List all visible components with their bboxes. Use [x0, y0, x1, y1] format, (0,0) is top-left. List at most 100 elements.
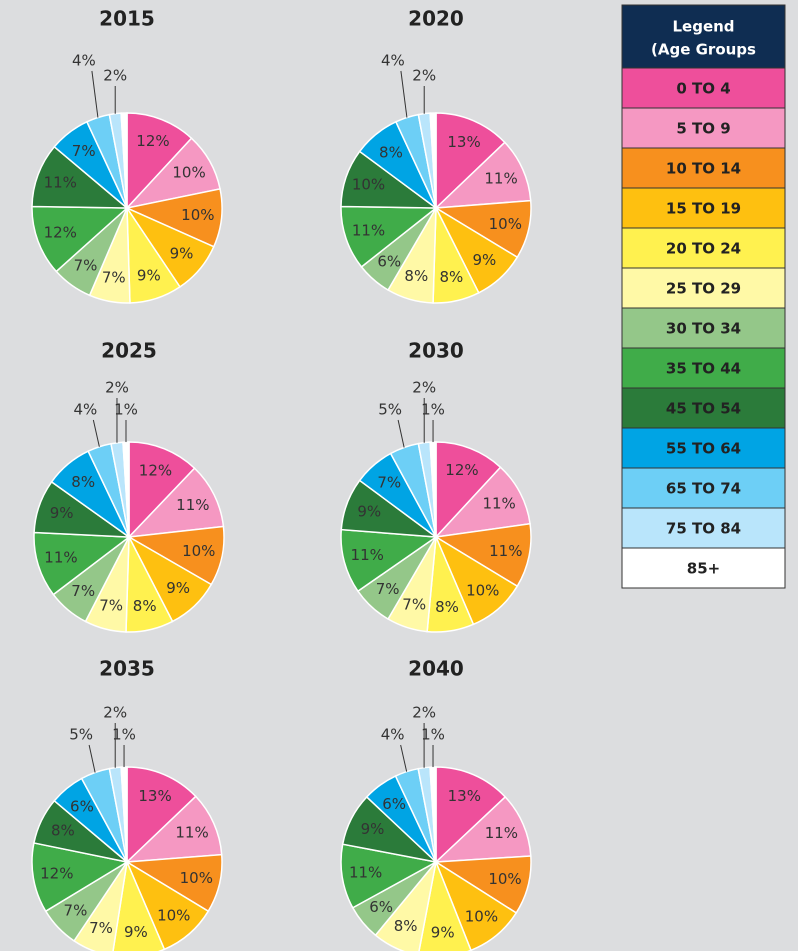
chart-title: 2030 — [408, 339, 464, 363]
pie-slice — [433, 522, 532, 588]
pie-slice — [120, 766, 128, 863]
slice-label: 6% — [382, 795, 406, 813]
legend-swatch — [621, 147, 786, 189]
slice-label: 8% — [133, 597, 157, 615]
legend-swatch — [621, 467, 786, 509]
slice-label: 11% — [484, 169, 517, 187]
slice-label: 12% — [40, 865, 73, 883]
legend-label: 55 TO 64 — [666, 440, 741, 458]
slice-label: 9% — [170, 244, 194, 262]
slice-label: 2% — [105, 379, 129, 397]
slice-label: 12% — [44, 223, 77, 241]
slice-label: 7% — [74, 256, 98, 274]
legend-label: 15 TO 19 — [666, 200, 741, 218]
leader-line — [88, 744, 96, 773]
pie-slice — [435, 766, 507, 864]
slice-label: 7% — [72, 142, 96, 160]
pie-slice — [429, 441, 437, 538]
slice-label: 7% — [71, 582, 95, 600]
slice-label: 8% — [51, 821, 75, 839]
slice-label: 10% — [182, 542, 215, 560]
slice-label: 4% — [73, 401, 97, 419]
legend-label: 65 TO 74 — [666, 480, 741, 498]
slice-label: 11% — [176, 496, 209, 514]
slice-label: 9% — [137, 266, 161, 284]
legend-label: 10 TO 14 — [666, 160, 741, 178]
slice-label: 7% — [99, 596, 123, 614]
pie-slice — [429, 112, 437, 209]
slice-label: 4% — [381, 726, 405, 744]
slice-label: 13% — [448, 787, 481, 805]
chart-title: 2025 — [101, 339, 157, 363]
slice-label: 10% — [466, 581, 499, 599]
slice-label: 2% — [412, 704, 436, 722]
slice-label: 11% — [351, 546, 384, 564]
slice-label: 10% — [352, 176, 385, 194]
pie-slice — [126, 766, 197, 864]
leader-line — [400, 70, 408, 118]
pie-slice — [126, 112, 193, 210]
slice-label: 7% — [64, 902, 88, 920]
slice-label: 4% — [72, 52, 96, 70]
slice-label: 10% — [172, 164, 205, 182]
legend-label: 5 TO 9 — [676, 120, 730, 138]
leader-line — [400, 744, 408, 772]
slice-label: 9% — [50, 504, 74, 522]
pie-slice — [340, 528, 439, 593]
leader-line — [91, 70, 99, 118]
pie-slice — [120, 112, 128, 209]
leader-line — [92, 419, 100, 447]
legend-label: 20 TO 24 — [666, 240, 741, 258]
legend-label: 30 TO 34 — [666, 320, 741, 338]
legend-label: 0 TO 4 — [676, 80, 730, 98]
slice-label: 6% — [377, 252, 401, 270]
slice-label: 2% — [103, 67, 127, 85]
slice-label: 11% — [352, 221, 385, 239]
leader-line — [397, 419, 405, 448]
pie-slice — [112, 859, 166, 951]
slice-label: 11% — [489, 542, 522, 560]
slice-label: 12% — [136, 132, 169, 150]
legend-swatch — [621, 227, 786, 269]
legend-swatch — [621, 307, 786, 349]
slice-label: 5% — [69, 726, 93, 744]
slice-label: 10% — [488, 870, 521, 888]
slice-label: 2% — [103, 704, 127, 722]
legend-title: (Age Groups — [651, 41, 756, 59]
slice-label: 9% — [357, 503, 381, 521]
slice-label: 8% — [71, 473, 95, 491]
slice-label: 7% — [376, 580, 400, 598]
slice-label: 10% — [465, 907, 498, 925]
pie-slice — [128, 441, 196, 539]
slice-label: 1% — [112, 726, 136, 744]
pie-slice — [31, 205, 129, 273]
slice-label: 10% — [180, 869, 213, 887]
legend-swatch — [621, 547, 786, 589]
legend-header — [622, 5, 785, 68]
slice-label: 12% — [445, 461, 478, 479]
slice-label: 11% — [175, 823, 208, 841]
slice-label: 8% — [404, 267, 428, 285]
slice-label: 13% — [447, 133, 480, 151]
slice-label: 2% — [412, 67, 436, 85]
slice-label: 8% — [439, 268, 463, 286]
slice-label: 7% — [89, 919, 113, 937]
slice-label: 8% — [394, 917, 418, 935]
slice-label: 1% — [421, 726, 445, 744]
chart-title: 2035 — [99, 657, 155, 681]
slice-label: 7% — [377, 474, 401, 492]
pie-slice — [124, 795, 223, 863]
slice-label: 9% — [472, 251, 496, 269]
pie-slice — [435, 112, 506, 210]
pie-slice — [127, 467, 225, 538]
pie-slice — [31, 842, 130, 913]
slice-label: 11% — [44, 174, 77, 192]
legend-label: 45 TO 54 — [666, 400, 741, 418]
slice-label: 11% — [44, 549, 77, 567]
legend-swatch — [621, 67, 786, 109]
slice-label: 8% — [435, 598, 459, 616]
slice-label: 9% — [124, 923, 148, 941]
pie-slice — [433, 795, 532, 863]
slice-label: 10% — [157, 906, 190, 924]
